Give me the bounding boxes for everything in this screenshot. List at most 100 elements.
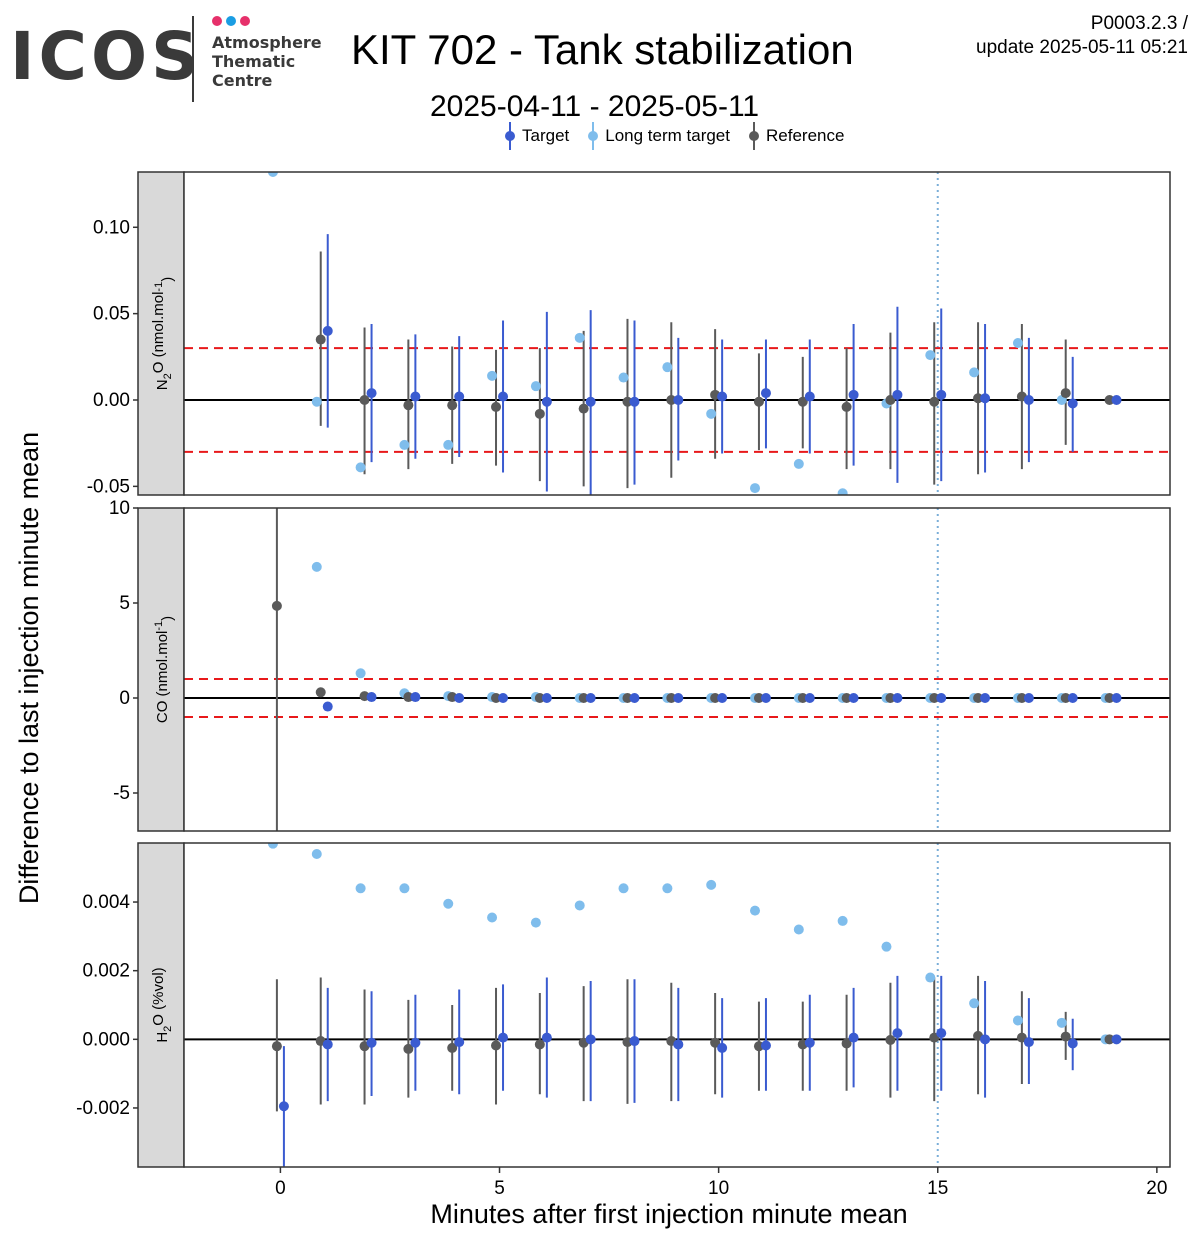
- reference-point: [622, 396, 633, 407]
- target-point: [366, 388, 377, 399]
- long-term-target-point: [1056, 1017, 1067, 1028]
- plot-area: [184, 843, 1170, 1167]
- product-code: P0003.2.3 / update 2025-05-11 05:21: [976, 12, 1188, 60]
- long-term-target-point: [793, 924, 804, 935]
- reference-point: [359, 395, 370, 405]
- reference-point: [447, 400, 458, 411]
- reference-point: [885, 693, 896, 703]
- target-point: [1111, 693, 1122, 703]
- reference-point: [578, 403, 589, 414]
- long-term-target-point: [618, 372, 629, 383]
- reference-point: [797, 396, 808, 407]
- long-term-target-point: [706, 879, 717, 890]
- legend-item-reference: Reference: [744, 122, 844, 150]
- long-term-target-point: [443, 898, 454, 909]
- strip-label: H2O (%vol): [150, 967, 174, 1042]
- target-point: [980, 1034, 991, 1045]
- reference-point: [1104, 693, 1115, 703]
- target-point: [498, 1032, 509, 1043]
- long-term-target-point: [311, 396, 322, 407]
- long-term-target-point: [837, 915, 848, 926]
- target-point: [278, 1101, 289, 1112]
- x-tick-label: 10: [708, 1178, 729, 1199]
- target-point: [804, 1037, 815, 1048]
- logo-divider: [192, 16, 194, 102]
- y-tick-label: 5: [119, 593, 130, 614]
- reference-point: [929, 693, 940, 703]
- logo-subtitle: Atmosphere Thematic Centre: [212, 33, 322, 90]
- long-term-target-point: [706, 408, 717, 419]
- long-term-target-point: [969, 367, 980, 378]
- target-point: [1111, 395, 1122, 405]
- target-point: [322, 701, 333, 712]
- target-point: [760, 388, 771, 399]
- reference-point: [403, 692, 414, 703]
- reference-point: [973, 693, 984, 703]
- reference-point: [710, 1037, 721, 1048]
- y-tick-label: -5: [113, 783, 130, 804]
- long-term-target-point: [793, 458, 804, 469]
- reference-point: [447, 1042, 458, 1053]
- y-tick-label: 0: [119, 688, 130, 709]
- reference-point: [491, 693, 502, 703]
- logo-dot: [240, 16, 250, 26]
- target-point: [585, 693, 596, 703]
- target-point: [1111, 1034, 1122, 1045]
- target-point: [541, 1032, 552, 1043]
- target-point: [629, 693, 640, 703]
- plot-content: [184, 172, 1170, 495]
- reference-point: [403, 1043, 414, 1054]
- logo-dot: [226, 16, 236, 26]
- target-point: [1067, 398, 1078, 409]
- long-term-target-point: [355, 462, 366, 473]
- panel-border: [183, 507, 1171, 832]
- x-tick-label: 5: [494, 1178, 505, 1199]
- target-point: [629, 1036, 640, 1047]
- panel-3: H2O (%vol) -0.002 0.000 0.002 0.004: [76, 842, 1171, 1168]
- chart-subtitle: 2025-04-11 - 2025-05-11: [430, 90, 760, 123]
- target-point: [760, 1040, 771, 1051]
- reference-point: [666, 395, 677, 405]
- target-point: [804, 391, 815, 402]
- target-point: [1023, 1037, 1034, 1048]
- target-point: [673, 693, 684, 703]
- y-tick-label: -0.05: [87, 476, 130, 497]
- icos-logo: ICOS: [10, 18, 203, 95]
- plot-area: [184, 508, 1170, 831]
- long-term-target-point: [443, 439, 454, 450]
- y-tick-label: 0.000: [82, 1029, 130, 1050]
- reference-point: [753, 693, 764, 703]
- target-point: [936, 389, 947, 400]
- target-point: [366, 692, 377, 703]
- reference-point: [622, 693, 633, 703]
- reference-point: [1060, 693, 1071, 703]
- legend-key-reference: [744, 122, 764, 150]
- x-tick-label: 15: [927, 1178, 948, 1199]
- target-point: [980, 693, 991, 703]
- long-term-target-point: [530, 381, 541, 392]
- legend-item-long-term-target: Long term target: [583, 122, 730, 150]
- reference-point: [315, 334, 326, 345]
- target-point: [848, 693, 859, 703]
- reference-point: [1016, 693, 1027, 703]
- target-point: [892, 693, 903, 703]
- plot-area: [184, 172, 1170, 495]
- long-term-target-point: [267, 843, 278, 849]
- reference-point: [929, 396, 940, 407]
- long-term-target-point: [355, 883, 366, 894]
- long-term-target-point: [267, 172, 278, 177]
- target-point: [410, 1037, 421, 1048]
- target-point: [936, 693, 947, 703]
- reference-point: [271, 600, 282, 611]
- strip-label: N2O (nmol.mol-1): [150, 277, 176, 390]
- target-point: [936, 1028, 947, 1039]
- target-point: [1023, 395, 1034, 405]
- target-point: [454, 1037, 465, 1048]
- reference-point: [1104, 1034, 1115, 1045]
- long-term-target-point: [399, 883, 410, 894]
- target-point: [892, 389, 903, 400]
- target-point: [1067, 693, 1078, 703]
- y-tick-label: 0.00: [93, 390, 130, 411]
- panel-border: [183, 171, 1171, 496]
- y-tick-label: 0.004: [82, 892, 130, 913]
